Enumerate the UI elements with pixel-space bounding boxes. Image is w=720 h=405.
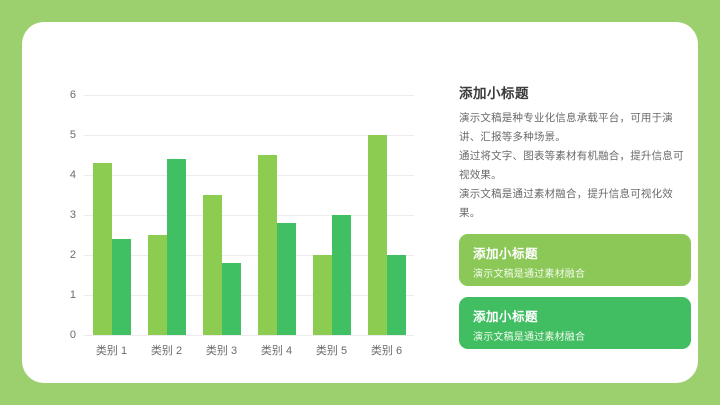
bar-1[interactable] xyxy=(92,163,112,335)
panel-paragraph: 演示文稿是通过素材融合，提升信息可视化效果。 xyxy=(459,188,673,219)
bar-group[interactable] xyxy=(359,95,414,335)
bar-1[interactable] xyxy=(202,195,222,335)
bar-group[interactable] xyxy=(304,95,359,335)
bar-2[interactable] xyxy=(111,239,131,335)
panel-paragraphs: 演示文稿是种专业化信息承载平台，可用于演讲、汇报等多种场景。 通过将文字、图表等素… xyxy=(459,109,691,223)
x-axis-tick-label: 类别 1 xyxy=(95,345,128,357)
callout-title: 添加小标题 xyxy=(473,247,539,261)
callout-title: 添加小标题 xyxy=(473,310,539,324)
panel-paragraph: 演示文稿是种专业化信息承载平台，可用于演讲、汇报等多种场景。 xyxy=(459,112,673,143)
panel-title: 添加小标题 xyxy=(459,86,529,101)
bar-group[interactable] xyxy=(139,95,194,335)
y-axis-tick-label: 0 xyxy=(69,329,76,341)
gridline xyxy=(84,335,414,336)
y-axis-tick-label: 2 xyxy=(69,249,76,261)
bar-group[interactable] xyxy=(194,95,249,335)
y-axis-tick-label: 4 xyxy=(69,169,76,181)
x-axis-tick-label: 类别 5 xyxy=(315,345,348,357)
x-axis-tick-label: 类别 4 xyxy=(260,345,293,357)
bar-2[interactable] xyxy=(166,159,186,335)
bar-1[interactable] xyxy=(147,235,167,335)
y-axis-tick-label: 1 xyxy=(69,289,76,301)
bar-2[interactable] xyxy=(276,223,296,335)
bar-group[interactable] xyxy=(84,95,139,335)
gridline xyxy=(84,295,414,296)
gridline xyxy=(84,135,414,136)
x-axis-tick-label: 类别 2 xyxy=(150,345,183,357)
y-axis-tick-label: 5 xyxy=(69,129,76,141)
callout-card-1[interactable]: 添加小标题演示文稿是通过素材融合 xyxy=(459,234,691,286)
bar-1[interactable] xyxy=(367,135,387,335)
bar-chart: 0 1 2 3 4 5 6 类别 1 类别 2 类别 3 类别 4 类别 5 类别 6 xyxy=(32,52,432,362)
bar-2[interactable] xyxy=(331,215,351,335)
callout-body: 演示文稿是通过素材融合 xyxy=(473,269,586,280)
bar-2[interactable] xyxy=(386,255,406,335)
panel-callouts: 添加小标题 演示文稿是通过素材融合 添加小标题 演示文稿是通过素材融合 xyxy=(459,234,691,349)
chart-plot-area: 0 1 2 3 4 5 6 类别 1 类别 2 类别 3 类别 4 类别 5 类别 6 xyxy=(70,89,414,357)
x-axis-tick-label: 类别 3 xyxy=(205,345,238,357)
gridline xyxy=(84,215,414,216)
gridline xyxy=(84,255,414,256)
bar-group[interactable] xyxy=(249,95,304,335)
text-panel: 添加小标题 演示文稿是种专业化信息承载平台，可用于演讲、汇报等多种场景。 通过将文… xyxy=(459,82,691,349)
x-axis-tick-label: 类别 6 xyxy=(370,345,403,357)
slide-content-card: 0 1 2 3 4 5 6 类别 1 类别 2 类别 3 类别 4 类别 5 类别 6 添加小标题 演… xyxy=(22,22,698,383)
bar-1[interactable] xyxy=(257,155,277,335)
callout-body: 演示文稿是通过素材融合 xyxy=(473,332,586,343)
y-axis-tick-label: 3 xyxy=(69,209,76,221)
gridline xyxy=(84,175,414,176)
bar-2[interactable] xyxy=(221,263,241,335)
callout-card-2[interactable]: 添加小标题演示文稿是通过素材融合 xyxy=(459,297,691,349)
panel-paragraph: 通过将文字、图表等素材有机融合，提升信息可视效果。 xyxy=(459,150,684,181)
gridline xyxy=(84,95,414,96)
y-axis-tick-label: 6 xyxy=(69,89,76,101)
bar-1[interactable] xyxy=(312,255,332,335)
